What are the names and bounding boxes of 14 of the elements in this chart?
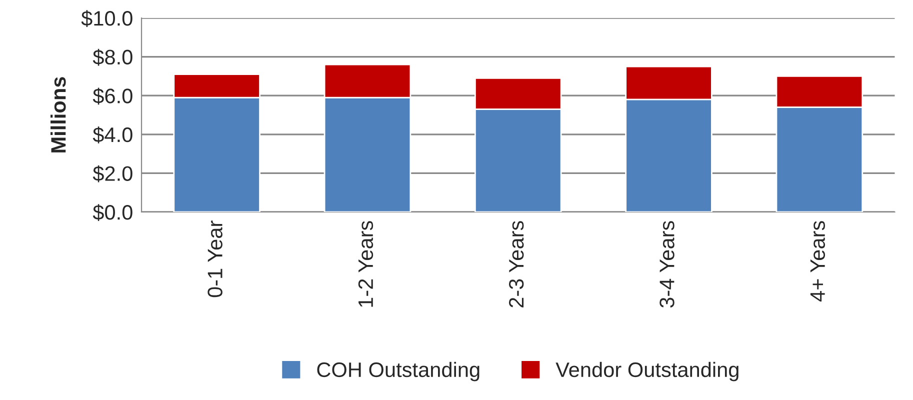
y-tick-label: $2.0: [92, 165, 132, 182]
y-axis-title: Millions: [50, 77, 66, 152]
y-tick-label: $0.0: [92, 204, 132, 221]
x-tick-label: 0-1 Year: [208, 220, 222, 298]
x-tick-label: 3-4 Years: [660, 221, 674, 308]
x-tick-label: 2-3 Years: [508, 221, 524, 308]
y-tick-label: $4.0: [92, 126, 132, 144]
x-tick-label: 1-2 Years: [358, 221, 374, 307]
y-tick-label: $8.0: [92, 48, 132, 66]
x-tick-label: 4+ Years: [810, 221, 826, 302]
legend-label: COH Outstanding: [317, 362, 480, 382]
y-tick-label: $6.0: [92, 88, 132, 105]
legend-label: Vendor Outstanding: [556, 362, 738, 382]
y-tick-label: $10.0: [81, 10, 132, 27]
